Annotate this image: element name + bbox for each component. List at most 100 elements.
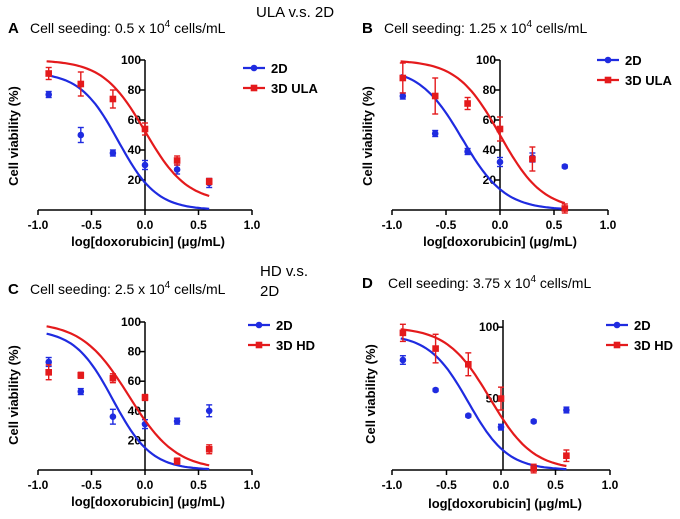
series-2d: 2D: [399, 53, 642, 210]
panel-seeding-title: Cell seeding: 1.25 x 104 cells/mL: [384, 19, 587, 36]
seeding-exponent: 4: [165, 280, 171, 291]
y-tick-label: 40: [483, 143, 497, 157]
legend-label: 2D: [276, 318, 293, 333]
x-tick-label: -0.5: [81, 478, 102, 492]
figure-title-hd-line2: 2D: [260, 283, 279, 300]
x-tick-label: -1.0: [382, 218, 403, 232]
legend-label: 3D HD: [634, 338, 673, 353]
panel-letter: B: [362, 20, 373, 37]
seeding-text: Cell seeding: 2.5 x 10: [30, 281, 165, 297]
series-2d: 2D: [399, 318, 651, 471]
data-point: [205, 407, 213, 415]
data-point: [77, 388, 85, 395]
seeding-exponent: 4: [165, 19, 171, 30]
fit-curve: [46, 74, 210, 210]
data-point: [432, 386, 439, 394]
y-tick-label: 60: [128, 113, 142, 127]
y-tick-label: 40: [128, 143, 142, 157]
seeding-text: Cell seeding: 0.5 x 10: [30, 20, 165, 36]
panel-letter: D: [362, 275, 373, 292]
fit-curve: [46, 60, 210, 198]
legend-marker: [613, 341, 621, 349]
x-tick-label: -0.5: [436, 478, 457, 492]
y-axis-label: Cell viability (%): [363, 344, 378, 444]
x-axis-label: log[doxorubicin] (μg/mL): [71, 234, 225, 249]
data-point: [173, 157, 181, 164]
y-tick-label: 100: [121, 315, 141, 329]
series-3d-hd: 3D HD: [45, 325, 315, 467]
data-point: [529, 155, 536, 163]
series-3d-hd: 3D HD: [399, 323, 673, 474]
data-point: [173, 417, 181, 425]
data-point: [109, 149, 117, 157]
x-axis-label: log[doxorubicin] (μg/mL): [428, 496, 582, 511]
x-tick-label: 0.5: [547, 478, 564, 492]
data-point: [399, 356, 407, 364]
legend-marker: [250, 64, 258, 72]
fit-curve: [46, 332, 210, 471]
data-point: [465, 412, 472, 420]
legend-marker: [255, 341, 263, 349]
data-point: [399, 74, 407, 82]
data-point: [77, 80, 85, 88]
data-point: [497, 423, 505, 431]
legend-marker: [604, 76, 612, 84]
legend-marker: [255, 321, 263, 329]
seeding-exponent: 4: [526, 19, 532, 30]
seeding-unit: cells/mL: [532, 20, 587, 36]
y-axis-label: Cell viability (%): [6, 345, 21, 445]
data-point: [530, 418, 537, 425]
y-tick-label: 20: [128, 433, 142, 447]
x-axis-label: log[doxorubicin] (μg/mL): [71, 494, 225, 509]
y-tick-label: 100: [121, 53, 141, 67]
seeding-unit: cells/mL: [170, 20, 225, 36]
y-axis-label: Cell viability (%): [360, 86, 375, 186]
y-tick-label: 100: [479, 320, 499, 334]
y-tick-label: 100: [476, 53, 496, 67]
data-point: [563, 452, 570, 460]
x-tick-label: 0.5: [546, 218, 563, 232]
data-point: [432, 345, 439, 352]
x-tick-label: -0.5: [436, 218, 457, 232]
panel-c: C Cell seeding: 2.5 x 104 cells/mL -1.0 -0.…: [6, 280, 315, 509]
y-tick-label: 40: [128, 404, 142, 418]
panel-seeding-title: Cell seeding: 0.5 x 104 cells/mL: [30, 19, 226, 36]
legend-label: 2D: [271, 61, 288, 76]
panel-seeding-title: Cell seeding: 2.5 x 104 cells/mL: [30, 280, 226, 297]
data-point: [109, 413, 117, 421]
data-point: [77, 371, 85, 379]
x-axis-label: log[doxorubicin] (μg/mL): [423, 234, 577, 249]
data-point: [141, 394, 149, 401]
y-tick-label: 60: [128, 374, 142, 388]
panels: A Cell seeding: 0.5 x 104 cells/mL-1.0 -0.…: [6, 19, 673, 511]
fit-curve: [400, 337, 567, 471]
fit-curve: [400, 60, 566, 205]
legend-marker: [250, 84, 258, 92]
y-tick-label: 80: [483, 83, 497, 97]
seeding-unit: cells/mL: [536, 275, 591, 291]
data-point: [141, 125, 149, 133]
x-tick-label: 0.0: [137, 218, 154, 232]
panel-d: D Cell seeding: 3.75 x 104 cells/mL -1.0 -0…: [362, 274, 673, 511]
x-tick-label: 1.0: [244, 218, 261, 232]
x-tick-label: -1.0: [28, 218, 49, 232]
seeding-text: Cell seeding: 1.25 x 10: [384, 20, 527, 36]
seeding-text: Cell seeding: 3.75 x 10: [388, 275, 531, 291]
data-point: [431, 92, 439, 100]
data-point: [464, 148, 471, 155]
x-tick-label: -1.0: [28, 478, 49, 492]
data-point: [465, 360, 472, 368]
x-tick-label: 1.0: [600, 218, 617, 232]
x-tick-label: 0.5: [190, 478, 207, 492]
data-point: [173, 166, 181, 173]
series-2d: 2D: [45, 61, 288, 210]
fit-curve: [400, 328, 567, 468]
x-tick-label: 0.5: [190, 218, 207, 232]
data-point: [464, 100, 471, 107]
data-point: [431, 130, 439, 137]
data-point: [399, 92, 407, 100]
figure-title-ula: ULA v.s. 2D: [256, 4, 334, 21]
figure-title-hd-line1: HD v.s.: [260, 263, 308, 280]
data-point: [77, 131, 85, 139]
